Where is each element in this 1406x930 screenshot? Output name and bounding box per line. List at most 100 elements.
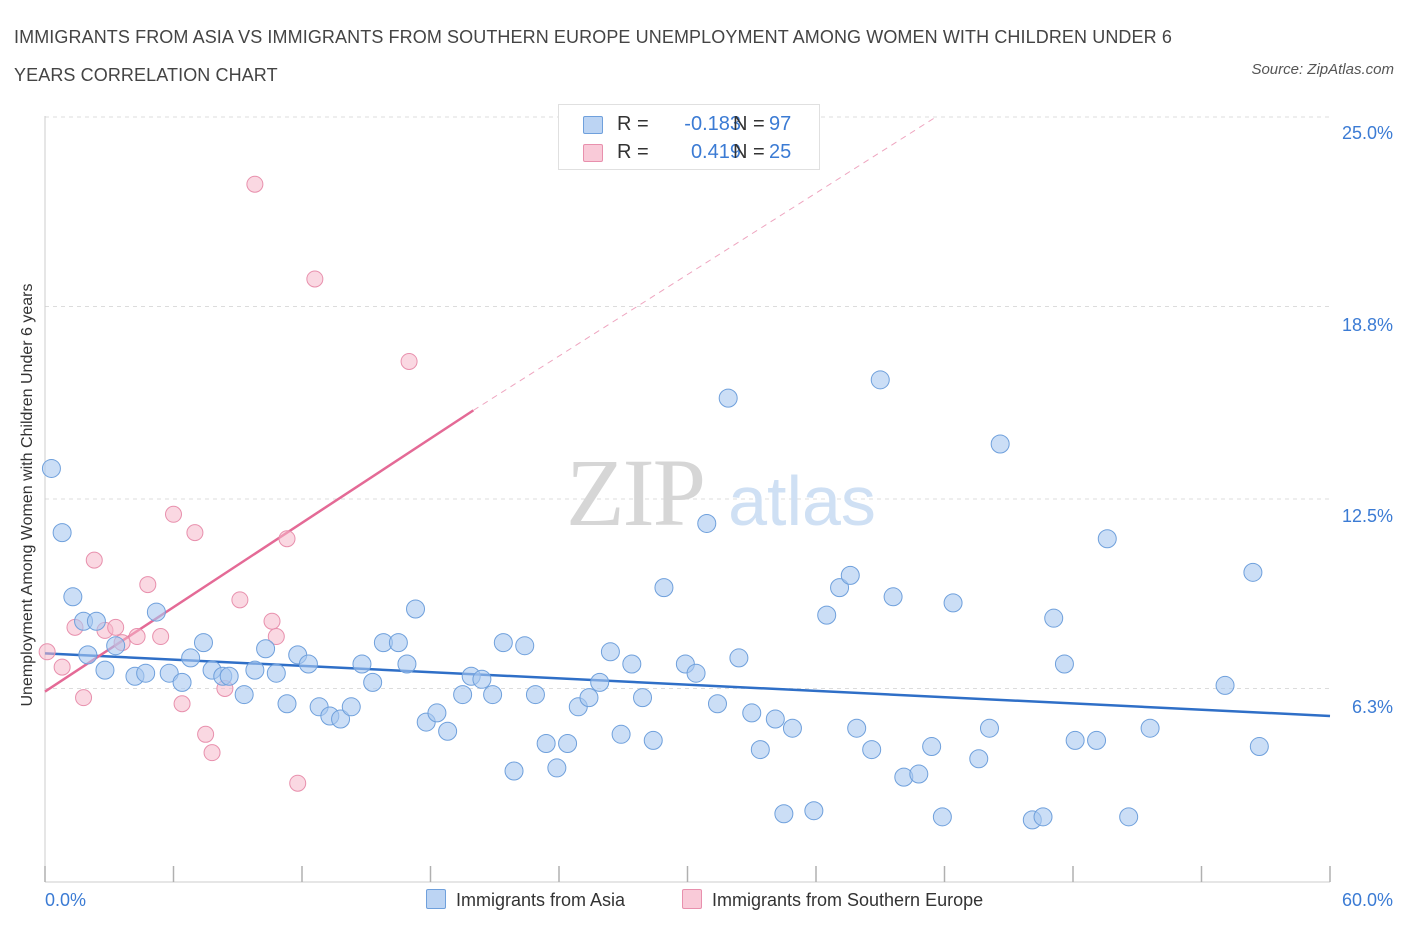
europe-point	[173, 695, 191, 713]
asia-point	[427, 703, 447, 723]
asia-point	[483, 685, 503, 705]
asia-point	[622, 654, 642, 674]
asia-point	[611, 724, 631, 744]
asia-point	[136, 663, 156, 683]
europe-point	[263, 612, 281, 630]
asia-swatch	[583, 116, 603, 134]
x-tick-label-max: 60.0%	[1341, 890, 1393, 910]
asia-point	[181, 648, 201, 668]
europe-point	[107, 618, 125, 636]
n-label: N =	[733, 113, 765, 135]
asia-point	[172, 672, 192, 692]
europe-point	[139, 576, 157, 594]
asia-point	[504, 761, 524, 781]
asia-point	[707, 694, 727, 714]
europe-point	[53, 658, 71, 676]
trend-lines	[44, 116, 1331, 718]
asia-point	[817, 605, 837, 625]
n-label: N =	[733, 141, 765, 163]
asia-point	[341, 697, 361, 717]
asia-point	[990, 434, 1010, 454]
europe-point	[231, 591, 249, 609]
n-value: 97	[769, 113, 792, 135]
asia-point	[52, 523, 72, 543]
asia-point	[1097, 529, 1117, 549]
europe-point	[246, 175, 264, 193]
europe-point	[203, 744, 221, 762]
asia-point	[266, 663, 286, 683]
asia-point	[159, 663, 179, 683]
asia-point	[106, 636, 126, 656]
asia-point	[245, 660, 265, 680]
asia-point	[298, 654, 318, 674]
asia-point	[331, 709, 351, 729]
asia-point	[643, 730, 663, 750]
europe-point	[186, 524, 204, 542]
asia-point	[600, 642, 620, 662]
asia-point	[1087, 730, 1107, 750]
legend-item-europe: Immigrants from Southern Europe	[682, 889, 983, 911]
asia-point	[234, 685, 254, 705]
asia-point	[922, 737, 942, 757]
asia-point	[256, 639, 276, 659]
asia-point	[472, 669, 492, 689]
asia-point	[979, 718, 999, 738]
y-tick-label: 18.8%	[1341, 315, 1393, 335]
y-tick-label: 25.0%	[1341, 123, 1393, 143]
asia-point	[146, 602, 166, 622]
asia-point	[558, 733, 578, 753]
legend-item-asia: Immigrants from Asia	[426, 889, 625, 911]
asia-point	[729, 648, 749, 668]
asia-point	[406, 599, 426, 619]
asia-point	[1033, 807, 1053, 827]
asia-point	[847, 718, 867, 738]
asia-point	[830, 578, 850, 598]
asia-point	[840, 565, 860, 585]
asia-point	[1140, 718, 1160, 738]
asia-point	[697, 513, 717, 533]
asia-point	[804, 801, 824, 821]
x-tick-label-min: 0.0%	[45, 890, 87, 910]
asia-point	[363, 672, 383, 692]
r-value: -0.183	[684, 113, 741, 135]
source-note: Source: ZipAtlas.com	[1251, 61, 1394, 78]
asia-point	[932, 807, 952, 827]
asia-point	[883, 587, 903, 607]
asia-point	[388, 633, 408, 653]
asia-point	[750, 740, 770, 760]
europe-point	[278, 530, 296, 548]
y-tick-label: 12.5%	[1341, 506, 1393, 526]
asia-point	[1243, 562, 1263, 582]
asia-point	[277, 694, 297, 714]
asia-point	[1054, 654, 1074, 674]
asia-point	[438, 721, 458, 741]
asia-point	[352, 654, 372, 674]
europe-point	[400, 352, 418, 370]
asia-point	[41, 458, 61, 478]
chart-title: IMMIGRANTS FROM ASIA VS IMMIGRANTS FROM …	[14, 27, 1172, 85]
legend-label: Immigrants from Asia	[456, 890, 626, 910]
asia-point	[654, 578, 674, 598]
watermark-atlas: atlas	[728, 462, 876, 540]
asia-point	[909, 764, 929, 784]
asia-point	[1119, 807, 1139, 827]
europe-point	[165, 505, 182, 523]
asia-point	[943, 593, 963, 613]
asia-point	[78, 645, 98, 665]
asia-point	[1065, 730, 1085, 750]
asia-point	[742, 703, 762, 723]
asia-point	[453, 685, 473, 705]
asia-point	[782, 718, 802, 738]
watermark-zip: ZIP	[566, 439, 704, 546]
asia-point	[515, 636, 535, 656]
asia-point	[862, 740, 882, 760]
asia-point	[63, 587, 83, 607]
asia-point	[765, 709, 785, 729]
asia-point	[547, 758, 567, 778]
data-points	[38, 175, 1269, 830]
asia-point	[1215, 675, 1235, 695]
asia-point	[525, 685, 545, 705]
europe-swatch	[583, 144, 603, 162]
asia-point	[1249, 737, 1269, 757]
